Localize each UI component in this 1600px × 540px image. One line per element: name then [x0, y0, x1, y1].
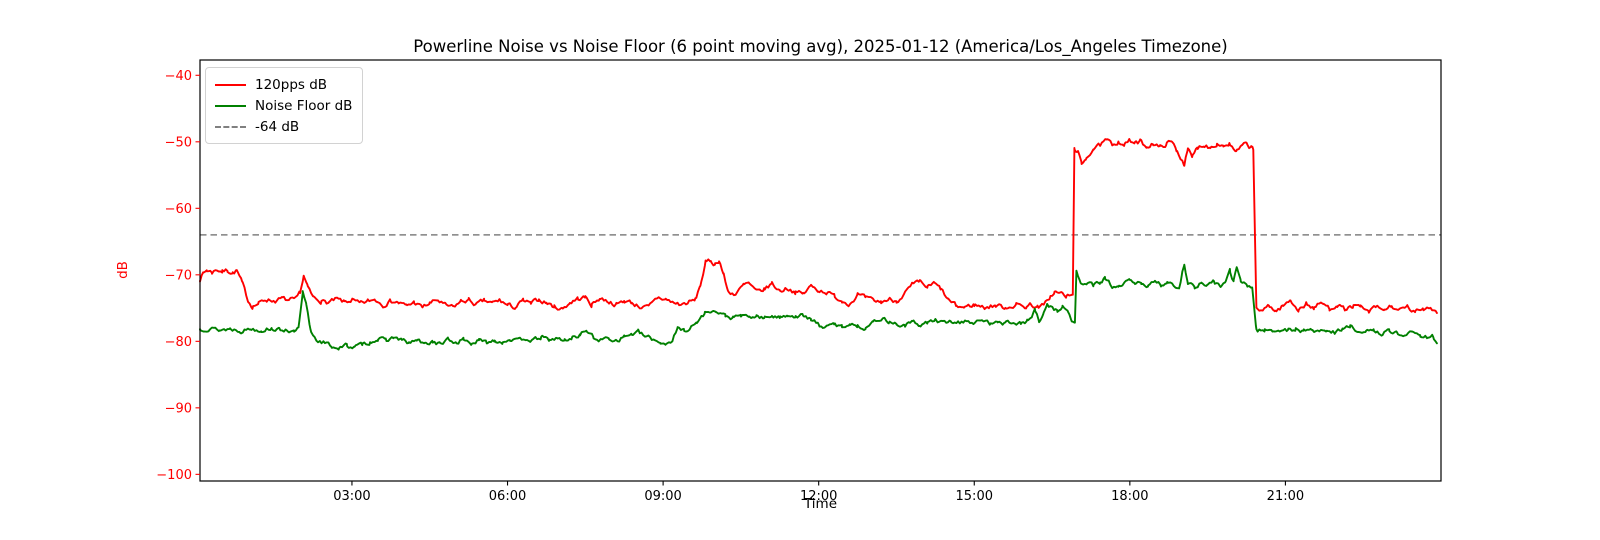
- x-tick-label: 15:00: [956, 489, 993, 504]
- y-tick-label: −50: [165, 135, 192, 150]
- x-tick-label: 03:00: [333, 489, 370, 504]
- x-tick-label: 21:00: [1267, 489, 1304, 504]
- y-tick-label: −40: [165, 69, 192, 84]
- chart-title: Powerline Noise vs Noise Floor (6 point …: [413, 37, 1228, 56]
- legend-label: Noise Floor dB: [255, 97, 353, 114]
- x-tick-label: 06:00: [489, 489, 526, 504]
- axes-spines: [199, 59, 1442, 482]
- y-tick-label: −80: [165, 335, 192, 350]
- legend-label: -64 dB: [255, 118, 300, 135]
- y-tick-label: −100: [156, 468, 192, 483]
- x-tick-label: 09:00: [644, 489, 681, 504]
- y-tick-label: −90: [165, 401, 192, 416]
- legend-item-threshold: -64 dB: [215, 116, 352, 137]
- red-line-swatch-icon: [215, 83, 246, 86]
- gray-dashed-swatch-icon: [215, 125, 246, 128]
- green-line-swatch-icon: [215, 104, 246, 107]
- y-tick-label: −60: [165, 202, 192, 217]
- x-tick-label: 12:00: [800, 489, 837, 504]
- legend-item-120pps: 120pps dB: [215, 74, 352, 95]
- series-line-120pps: [199, 138, 1438, 314]
- y-tick-label: −70: [165, 268, 192, 283]
- legend-item-noise-floor: Noise Floor dB: [215, 95, 352, 116]
- x-tick-label: 18:00: [1111, 489, 1148, 504]
- series-line-noise-floor: [199, 263, 1438, 351]
- x-axis-label: Time: [803, 496, 838, 512]
- legend: 120pps dB Noise Floor dB -64 dB: [205, 67, 364, 144]
- y-axis-label: dB: [115, 261, 131, 279]
- legend-label: 120pps dB: [255, 76, 328, 93]
